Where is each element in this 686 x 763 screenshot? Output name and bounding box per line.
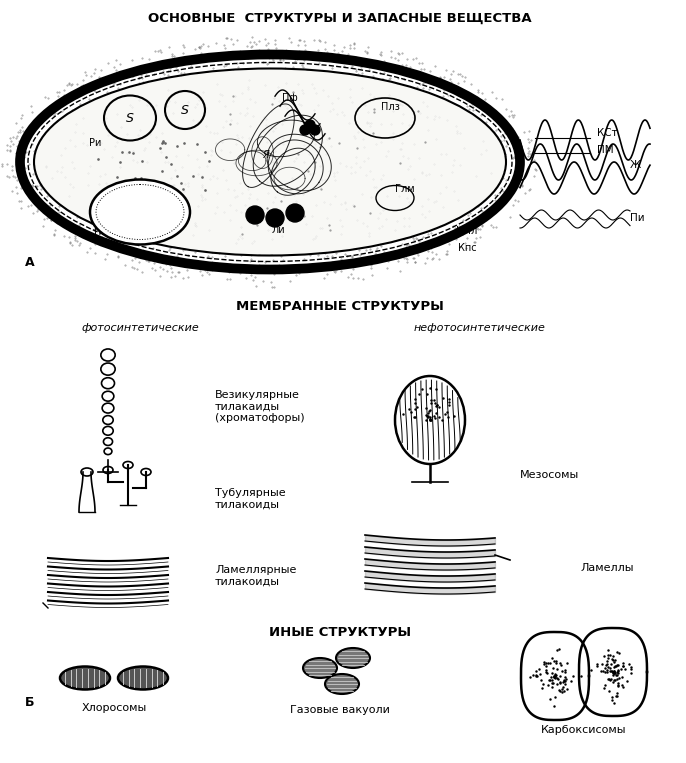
Polygon shape: [579, 628, 647, 716]
Text: Пи: Пи: [630, 213, 645, 223]
Text: Ламеллярные
тилакоиды: Ламеллярные тилакоиды: [215, 565, 296, 587]
Text: КСт: КСт: [597, 128, 617, 138]
Circle shape: [300, 125, 310, 135]
Circle shape: [246, 206, 264, 224]
Text: Кпс: Кпс: [458, 243, 476, 253]
Circle shape: [266, 209, 284, 227]
Text: Тубулярные
тилакоиды: Тубулярные тилакоиды: [215, 488, 285, 510]
Text: Ж: Ж: [630, 160, 641, 170]
Text: МЕМБРАННЫЕ СТРУКТУРЫ: МЕМБРАННЫЕ СТРУКТУРЫ: [236, 301, 444, 314]
Text: Б: Б: [25, 697, 35, 710]
Text: Плз: Плз: [381, 102, 399, 112]
Text: Карбоксисомы: Карбоксисомы: [541, 725, 627, 735]
Text: Везикулярные
тилакаиды
(хроматофоры): Везикулярные тилакаиды (хроматофоры): [215, 390, 305, 423]
Text: Мезосомы: Мезосомы: [520, 470, 579, 480]
Text: нефотосинтетические: нефотосинтетические: [414, 323, 546, 333]
Ellipse shape: [118, 667, 168, 690]
Circle shape: [305, 120, 315, 130]
Text: Газовые вакуоли: Газовые вакуоли: [290, 705, 390, 715]
Circle shape: [286, 204, 304, 222]
Text: S: S: [126, 111, 134, 124]
Text: фотосинтетические: фотосинтетические: [81, 323, 199, 333]
Polygon shape: [521, 632, 589, 720]
Ellipse shape: [325, 674, 359, 694]
Text: Ламеллы: Ламеллы: [580, 563, 633, 573]
Text: Хлоросомы: Хлоросомы: [82, 703, 147, 713]
Ellipse shape: [60, 667, 110, 690]
Text: Глм: Глм: [395, 184, 415, 194]
Text: А: А: [25, 256, 35, 269]
Text: ОСНОВНЫЕ  СТРУКТУРЫ И ЗАПАСНЫЕ ВЕЩЕСТВА: ОСНОВНЫЕ СТРУКТУРЫ И ЗАПАСНЫЕ ВЕЩЕСТВА: [148, 11, 532, 24]
Ellipse shape: [395, 376, 465, 464]
Ellipse shape: [336, 648, 370, 668]
Ellipse shape: [90, 179, 190, 244]
Text: Ри: Ри: [88, 138, 102, 148]
Text: Пф: Пф: [282, 93, 298, 103]
Text: Ли: Ли: [271, 225, 285, 235]
Circle shape: [310, 125, 320, 135]
Text: Я: Я: [261, 150, 268, 160]
Text: S: S: [181, 104, 189, 117]
Ellipse shape: [35, 69, 505, 255]
Text: ПМ: ПМ: [597, 145, 613, 155]
Text: ИНЫЕ СТРУКТУРЫ: ИНЫЕ СТРУКТУРЫ: [269, 626, 411, 639]
Ellipse shape: [303, 658, 337, 678]
Text: ЦПл: ЦПл: [456, 225, 477, 235]
Text: ПГМ: ПГМ: [94, 227, 116, 237]
